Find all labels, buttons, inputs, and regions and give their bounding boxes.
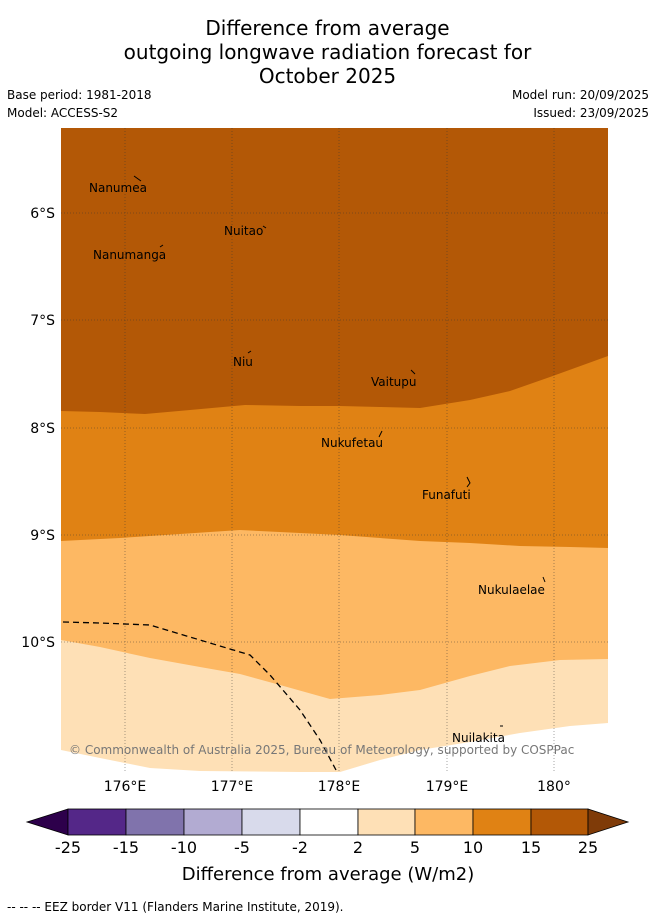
graticule bbox=[61, 128, 608, 772]
map-title: Difference from average outgoing longwav… bbox=[0, 16, 655, 88]
colorbar-title: Difference from average (W/m2) bbox=[182, 864, 474, 885]
model-name: Model: ACCESS-S2 bbox=[7, 106, 119, 120]
place-nuitao: Nuitao bbox=[224, 224, 263, 238]
band-2-5 bbox=[61, 640, 608, 772]
lat-label-9s: 9°S bbox=[30, 528, 55, 544]
lat-label-8s: 8°S bbox=[30, 421, 55, 437]
colorbar-tick: 25 bbox=[578, 838, 598, 857]
colorbar-swatch bbox=[357, 808, 416, 836]
island-shapes bbox=[133, 175, 546, 727]
colorbar bbox=[25, 808, 630, 836]
lon-label-176e: 176°E bbox=[104, 779, 147, 795]
colorbar-swatch bbox=[414, 808, 474, 836]
lat-label-6s: 6°S bbox=[30, 206, 55, 222]
place-nukufetau: Nukufetau bbox=[321, 436, 383, 450]
colorbar-swatch bbox=[241, 808, 301, 836]
place-nuilakita: Nuilakita bbox=[452, 731, 505, 745]
band-neutral bbox=[61, 723, 608, 772]
title-line-2: outgoing longwave radiation forecast for bbox=[123, 40, 532, 64]
colorbar-over-arrow bbox=[587, 808, 630, 836]
colorbar-tick: 15 bbox=[521, 838, 541, 857]
colorbar-tick: -2 bbox=[292, 838, 308, 857]
colorbar-tick: -15 bbox=[113, 838, 139, 857]
lon-label-177e: 177°E bbox=[211, 779, 254, 795]
colorbar-tick: 5 bbox=[410, 838, 420, 857]
place-vaitupu: Vaitupu bbox=[371, 375, 417, 389]
lon-label-178e: 178°E bbox=[318, 779, 361, 795]
title-line-3: October 2025 bbox=[258, 64, 397, 88]
colorbar-tick: 10 bbox=[463, 838, 483, 857]
place-nukulaelae: Nukulaelae bbox=[478, 583, 545, 597]
title-line-1: Difference from average bbox=[205, 16, 450, 40]
colorbar-under-arrow bbox=[25, 808, 69, 836]
colorbar-swatch bbox=[472, 808, 532, 836]
colorbar-swatch bbox=[67, 808, 127, 836]
place-funafuti: Funafuti bbox=[422, 488, 471, 502]
place-niu: Niu bbox=[233, 355, 253, 369]
place-nanumea: Nanumea bbox=[89, 181, 147, 195]
lon-label-180: 180° bbox=[537, 779, 571, 795]
colorbar-tick: 2 bbox=[353, 838, 363, 857]
copyright-notice: © Commonwealth of Australia 2025, Bureau… bbox=[69, 743, 574, 757]
eez-footnote: -- -- -- EEZ border V11 (Flanders Marine… bbox=[7, 900, 344, 914]
lon-label-179e: 179°E bbox=[426, 779, 469, 795]
map-panel: Nanumea Nuitao Nanumanga Niu Vaitupu Nuk… bbox=[61, 128, 608, 772]
place-nanumanga: Nanumanga bbox=[93, 248, 166, 262]
model-run: Model run: 20/09/2025 bbox=[511, 88, 649, 102]
colorbar-swatch bbox=[125, 808, 185, 836]
eez-border-line bbox=[62, 621, 337, 771]
colorbar-swatch bbox=[299, 808, 359, 836]
lat-label-10s: 10°S bbox=[21, 635, 55, 651]
colorbar-tick: -5 bbox=[234, 838, 250, 857]
issued-date: Issued: 23/09/2025 bbox=[533, 106, 649, 120]
colorbar-swatch bbox=[183, 808, 243, 836]
base-period: Base period: 1981-2018 bbox=[7, 88, 152, 102]
colorbar-tick: -10 bbox=[171, 838, 197, 857]
colorbar-tick: -25 bbox=[55, 838, 81, 857]
colorbar-swatch bbox=[530, 808, 589, 836]
lat-label-7s: 7°S bbox=[30, 313, 55, 329]
